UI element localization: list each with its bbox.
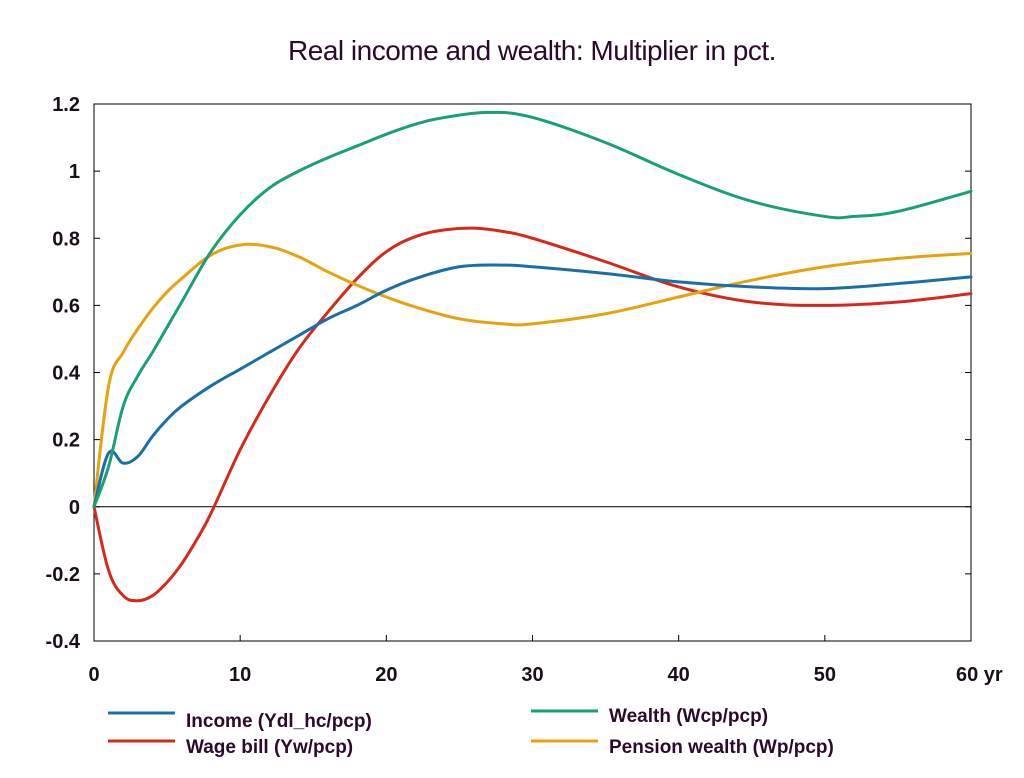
- plot-area-frame: [93, 103, 972, 642]
- chart-title: Real income and wealth: Multiplier in pc…: [288, 35, 776, 66]
- x-tick-label: 0: [88, 664, 99, 686]
- legend: Income (Ydl_hc/pcp) Wage bill (Yw/pcp) Wea…: [108, 706, 834, 758]
- y-tick-label: 0.4: [52, 363, 81, 385]
- x-tick-label: 20: [375, 664, 397, 686]
- y-tick-label: 1: [69, 161, 80, 183]
- series-lines: [92, 110, 973, 603]
- y-tick-label: -0.2: [46, 564, 80, 586]
- x-tick-label: 10: [229, 664, 251, 686]
- legend-label: Wealth (Wcp/pcp): [609, 706, 768, 727]
- legend-label: Pension wealth (Wp/pcp): [609, 737, 834, 758]
- series-line-0: [92, 263, 973, 509]
- series-line-2: [92, 110, 973, 509]
- x-tick-label: 40: [668, 664, 690, 686]
- x-tick-label: 30: [521, 664, 543, 686]
- y-tick-label: 0.6: [52, 295, 80, 317]
- y-tick-label: 0: [69, 497, 80, 519]
- legend-label: Income (Ydl_hc/pcp): [186, 711, 372, 732]
- axis-ticks: -0.4 -0.2 0 0.2 0.4 0.6 0.8 1 1.2 0 10 20 30 40 50 60 y…: [46, 94, 1003, 686]
- x-tick-label: 50: [814, 664, 836, 686]
- y-tick-label: 0.2: [52, 430, 80, 452]
- series-line-1: [92, 226, 973, 603]
- y-tick-label: 0.8: [52, 228, 80, 250]
- x-tick-label: 60 yr: [956, 664, 1003, 686]
- y-tick-label: 1.2: [52, 94, 80, 116]
- series-line-3: [92, 242, 973, 509]
- y-tick-label: -0.4: [46, 631, 81, 653]
- legend-label: Wage bill (Yw/pcp): [186, 737, 353, 758]
